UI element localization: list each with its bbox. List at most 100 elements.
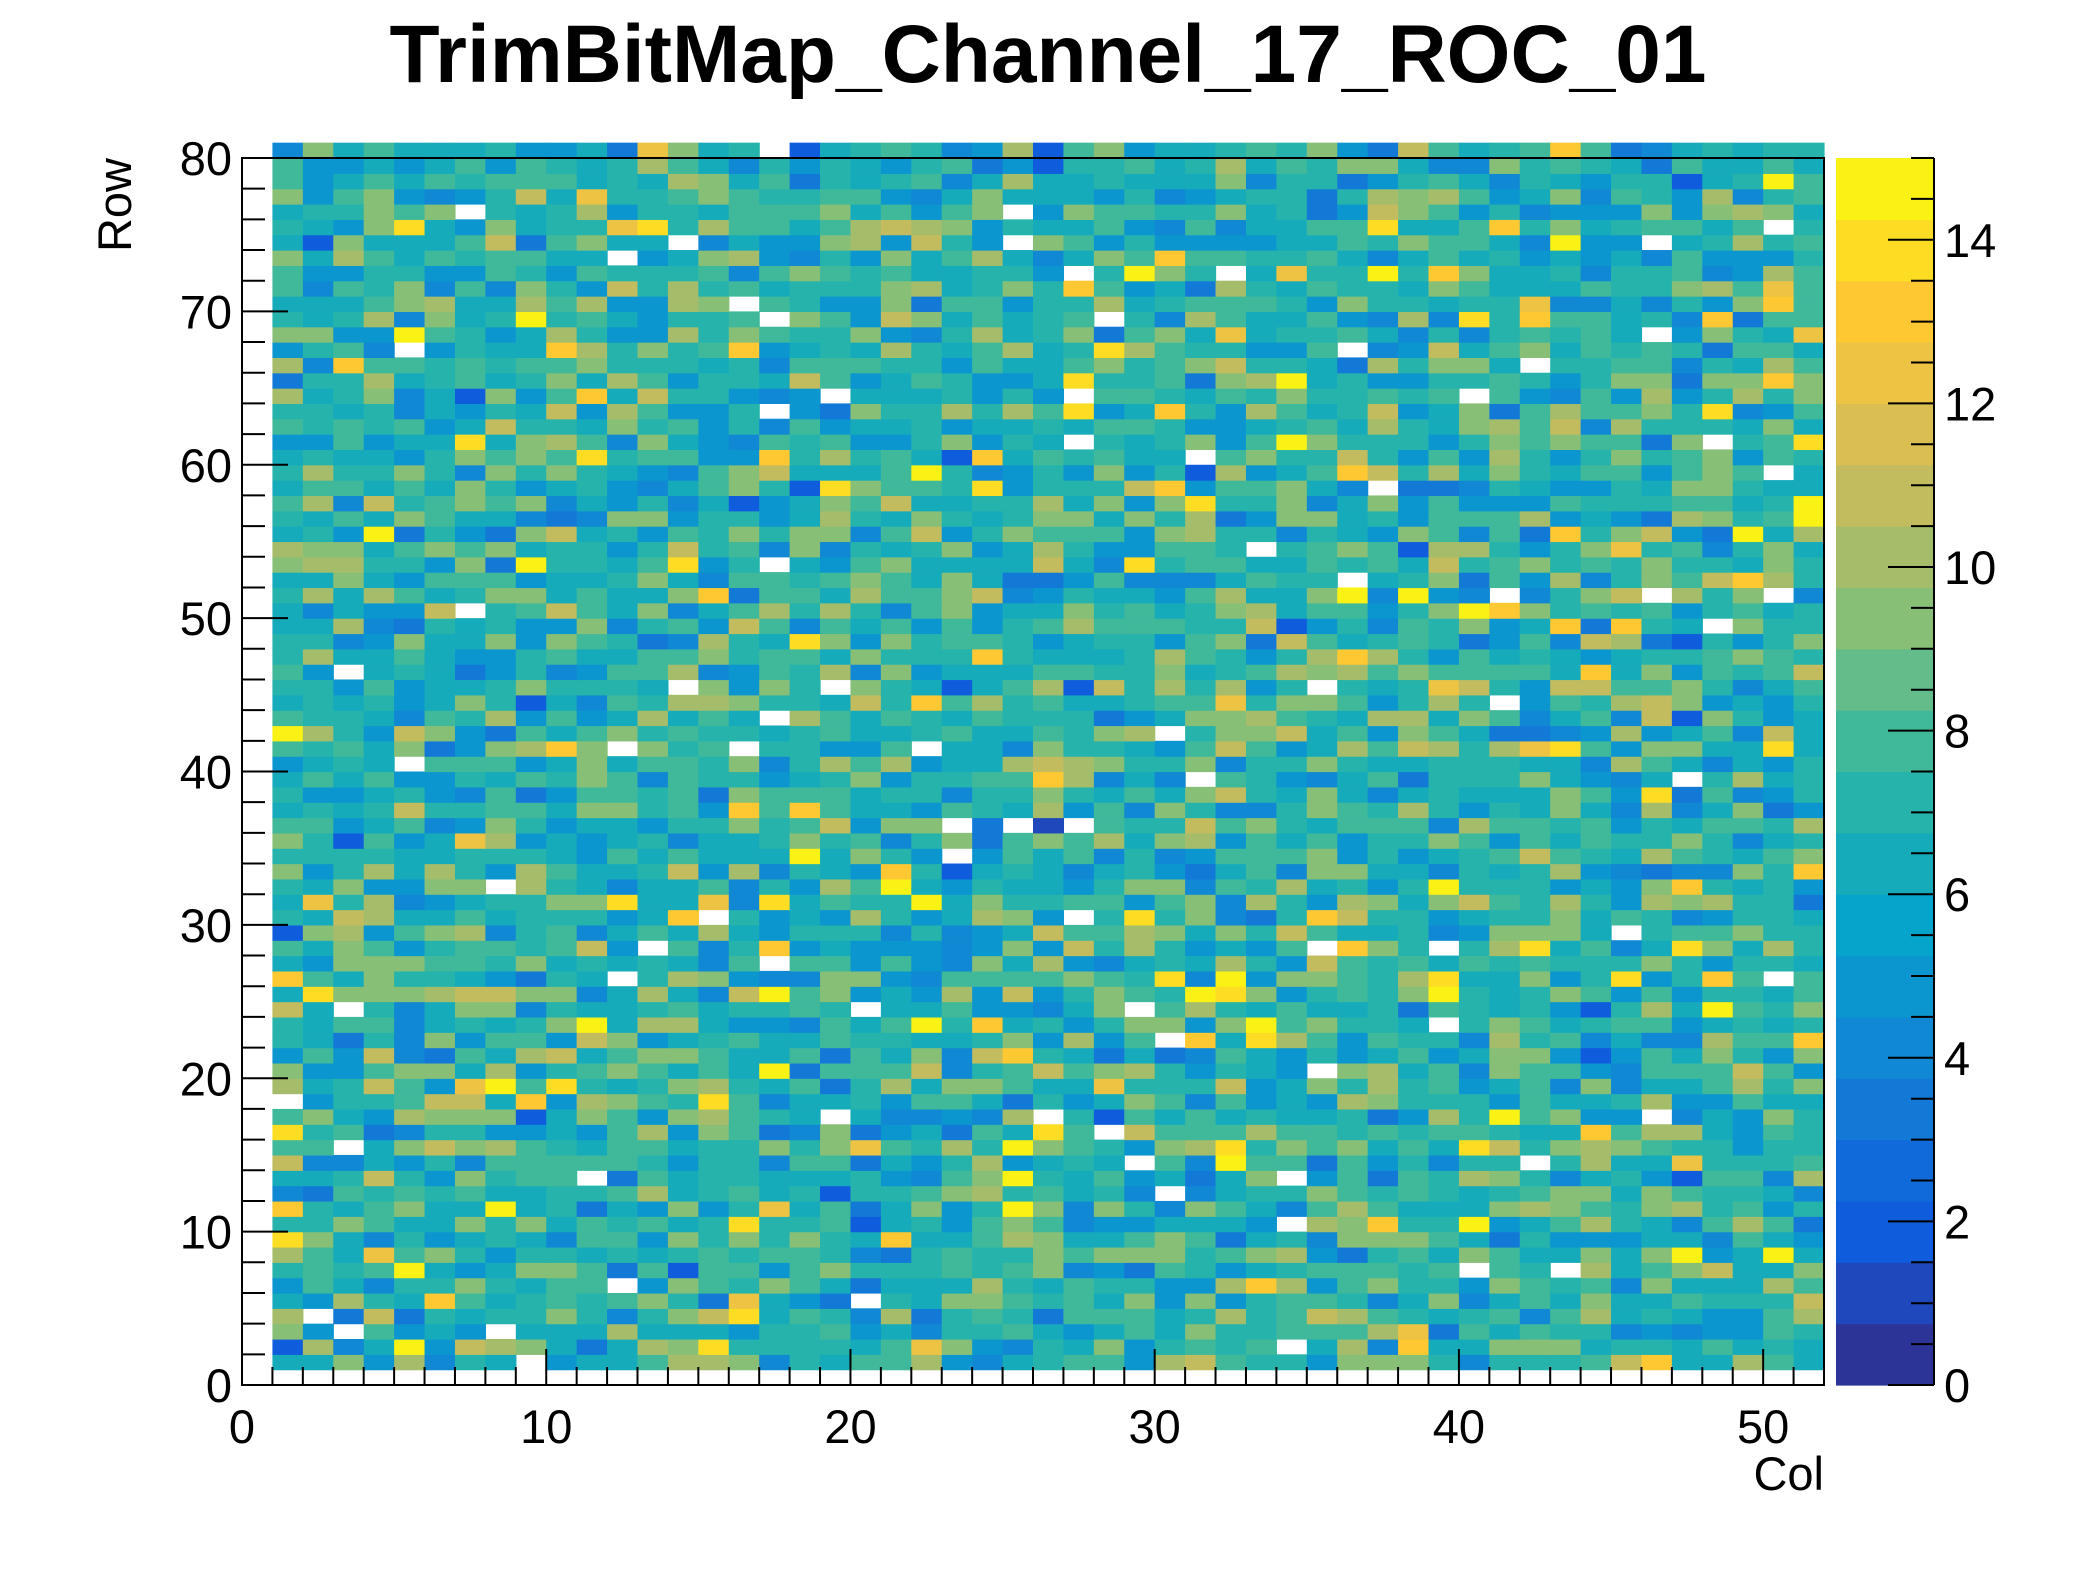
heatmap-cell [1550, 1062, 1582, 1079]
heatmap-cell [1793, 1093, 1825, 1110]
heatmap-cell [820, 434, 852, 451]
heatmap-cell [1367, 1093, 1399, 1110]
heatmap-cell [1033, 848, 1065, 865]
heatmap-cell [1763, 357, 1795, 374]
heatmap-cell [941, 694, 973, 711]
heatmap-cell [1245, 924, 1277, 941]
heatmap-cell [667, 863, 699, 880]
heatmap-cell [1489, 618, 1521, 635]
heatmap-cell [424, 1216, 456, 1233]
heatmap-cell [454, 188, 486, 205]
heatmap-cell [1033, 924, 1065, 941]
heatmap-cell [941, 894, 973, 911]
heatmap-cell [1671, 602, 1703, 619]
heatmap-cell [1611, 188, 1643, 205]
heatmap-cell [1337, 878, 1369, 895]
heatmap-cell [515, 173, 547, 190]
heatmap-cell [1367, 1338, 1399, 1355]
heatmap-cell [1428, 1062, 1460, 1079]
heatmap-cell [607, 1062, 639, 1079]
heatmap-cell [941, 234, 973, 251]
heatmap-cell [1367, 1170, 1399, 1187]
heatmap-cell [941, 265, 973, 282]
heatmap-cell [1215, 495, 1247, 512]
palette-band [1836, 1262, 1934, 1325]
heatmap-cell [1124, 725, 1156, 742]
heatmap-cell [1702, 342, 1734, 358]
heatmap-cell [1763, 449, 1795, 466]
heatmap-cell [272, 1062, 304, 1079]
heatmap-cell [1702, 510, 1734, 527]
heatmap-cell [759, 219, 791, 236]
heatmap-cell [1641, 464, 1673, 481]
heatmap-cell [272, 1154, 304, 1171]
heatmap-cell [333, 924, 365, 941]
heatmap-cell [880, 771, 912, 788]
heatmap-cell [363, 878, 395, 895]
heatmap-cell [546, 173, 578, 190]
heatmap-cell [1458, 679, 1490, 696]
heatmap-cell [1763, 802, 1795, 819]
heatmap-cell [1154, 158, 1186, 174]
heatmap-cell [272, 158, 304, 174]
heatmap-cell [1428, 357, 1460, 374]
heatmap-cell [1276, 1016, 1308, 1033]
heatmap-cell [1245, 848, 1277, 865]
heatmap-cell [1793, 403, 1825, 420]
heatmap-cell [302, 1154, 334, 1171]
heatmap-cell [1002, 802, 1034, 819]
x-tick-label: 40 [1433, 1400, 1485, 1453]
heatmap-cell [941, 342, 973, 358]
heatmap-cell [1580, 173, 1612, 190]
heatmap-cell [1519, 694, 1551, 711]
heatmap-cell [1428, 1047, 1460, 1064]
heatmap-cell [1276, 587, 1308, 604]
heatmap-cell [941, 1292, 973, 1309]
heatmap-cell [1550, 710, 1582, 727]
heatmap-cell [1033, 158, 1065, 174]
heatmap-cell [880, 480, 912, 497]
heatmap-cell [637, 449, 669, 466]
heatmap-cell [1671, 265, 1703, 282]
heatmap-cell [1185, 848, 1217, 865]
heatmap-cell [1337, 832, 1369, 849]
heatmap-cell [1154, 848, 1186, 865]
heatmap-cell [820, 832, 852, 849]
heatmap-cell [1276, 1139, 1308, 1156]
heatmap-cell [454, 296, 486, 312]
heatmap-cell [1763, 1308, 1795, 1325]
heatmap-cell [941, 1001, 973, 1018]
heatmap-cell [1063, 449, 1095, 466]
heatmap-cell [1367, 924, 1399, 941]
heatmap-cell [1306, 633, 1338, 650]
heatmap-cell [1215, 1185, 1247, 1202]
heatmap-cell [759, 1139, 791, 1156]
heatmap-cell [1702, 848, 1734, 865]
heatmap-cell [820, 265, 852, 282]
heatmap-cell [1063, 296, 1095, 312]
heatmap-cell [1154, 234, 1186, 251]
heatmap-cell [759, 894, 791, 911]
heatmap-cell [1063, 694, 1095, 711]
heatmap-cell [1671, 142, 1703, 159]
heatmap-cell [1002, 403, 1034, 420]
heatmap-cell [333, 1292, 365, 1309]
heatmap-cell [424, 541, 456, 558]
heatmap-cell [1550, 725, 1582, 742]
heatmap-cell [1580, 1124, 1612, 1141]
heatmap-cell [1215, 1246, 1247, 1263]
heatmap-cell [1002, 848, 1034, 865]
heatmap-cell [850, 1354, 882, 1371]
heatmap-cell [1428, 986, 1460, 1003]
heatmap-cell [1702, 587, 1734, 604]
heatmap-cell [728, 434, 760, 451]
heatmap-cell [1215, 909, 1247, 926]
heatmap-cell [911, 1246, 943, 1263]
heatmap-cell [1550, 894, 1582, 911]
heatmap-cell [546, 1047, 578, 1064]
heatmap-cell [880, 786, 912, 803]
heatmap-cell [789, 296, 821, 312]
heatmap-cell [1611, 1078, 1643, 1095]
heatmap-cell [1458, 204, 1490, 220]
heatmap-cell [576, 1277, 608, 1294]
